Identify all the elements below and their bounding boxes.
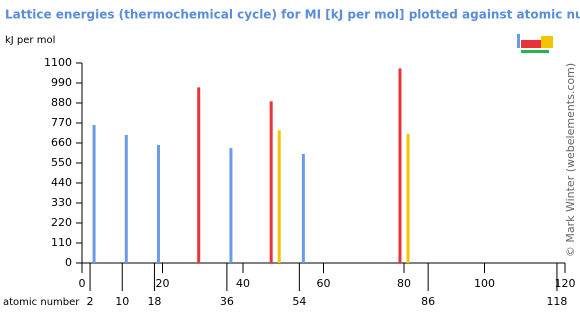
y-tick-label: 770 bbox=[51, 116, 72, 129]
bar bbox=[301, 153, 305, 263]
x-tick-label: 40 bbox=[236, 277, 250, 290]
x-tick-lower-label: 118 bbox=[546, 295, 567, 308]
bar bbox=[229, 148, 233, 263]
y-tick-label: 0 bbox=[65, 256, 72, 269]
y-tick-label: 880 bbox=[51, 96, 72, 109]
y-tick-label: 990 bbox=[51, 76, 72, 89]
bar bbox=[124, 135, 128, 263]
y-tick-label: 1100 bbox=[44, 56, 72, 69]
x-tick-label: 20 bbox=[156, 277, 170, 290]
x-tick-lower-label: 86 bbox=[421, 295, 435, 308]
bar bbox=[197, 87, 201, 263]
x-tick-lower-label: 54 bbox=[292, 295, 306, 308]
x-tick-lower-label: 18 bbox=[147, 295, 161, 308]
y-tick-label: 550 bbox=[51, 156, 72, 169]
bar bbox=[269, 101, 273, 263]
bar bbox=[156, 145, 160, 263]
bar bbox=[277, 130, 281, 263]
y-tick-label: 440 bbox=[51, 176, 72, 189]
icon-part bbox=[521, 50, 549, 53]
bar bbox=[398, 68, 402, 263]
x-tick-label: 60 bbox=[317, 277, 331, 290]
x-tick-lower-label: 10 bbox=[115, 295, 129, 308]
legend-icon bbox=[517, 34, 553, 53]
y-tick-label: 660 bbox=[51, 136, 72, 149]
x-axis-label: atomic number bbox=[3, 297, 80, 308]
x-tick-label: 120 bbox=[555, 277, 576, 290]
bar bbox=[92, 125, 96, 263]
y-tick-label: 110 bbox=[51, 236, 72, 249]
icon-part bbox=[541, 36, 553, 48]
y-axis-label: kJ per mol bbox=[5, 35, 55, 46]
chart-title: Lattice energies (thermochemical cycle) … bbox=[5, 8, 580, 22]
credit: © Mark Winter (webelements.com) bbox=[564, 63, 577, 257]
x-tick-label: 0 bbox=[79, 277, 86, 290]
icon-part bbox=[521, 40, 541, 48]
y-tick-label: 220 bbox=[51, 216, 72, 229]
x-tick-label: 100 bbox=[474, 277, 495, 290]
bar bbox=[406, 133, 410, 263]
x-tick-lower-label: 2 bbox=[87, 295, 94, 308]
x-tick-label: 80 bbox=[397, 277, 411, 290]
icon-part bbox=[517, 34, 520, 48]
y-tick-label: 330 bbox=[51, 196, 72, 209]
x-tick-lower-label: 36 bbox=[220, 295, 234, 308]
